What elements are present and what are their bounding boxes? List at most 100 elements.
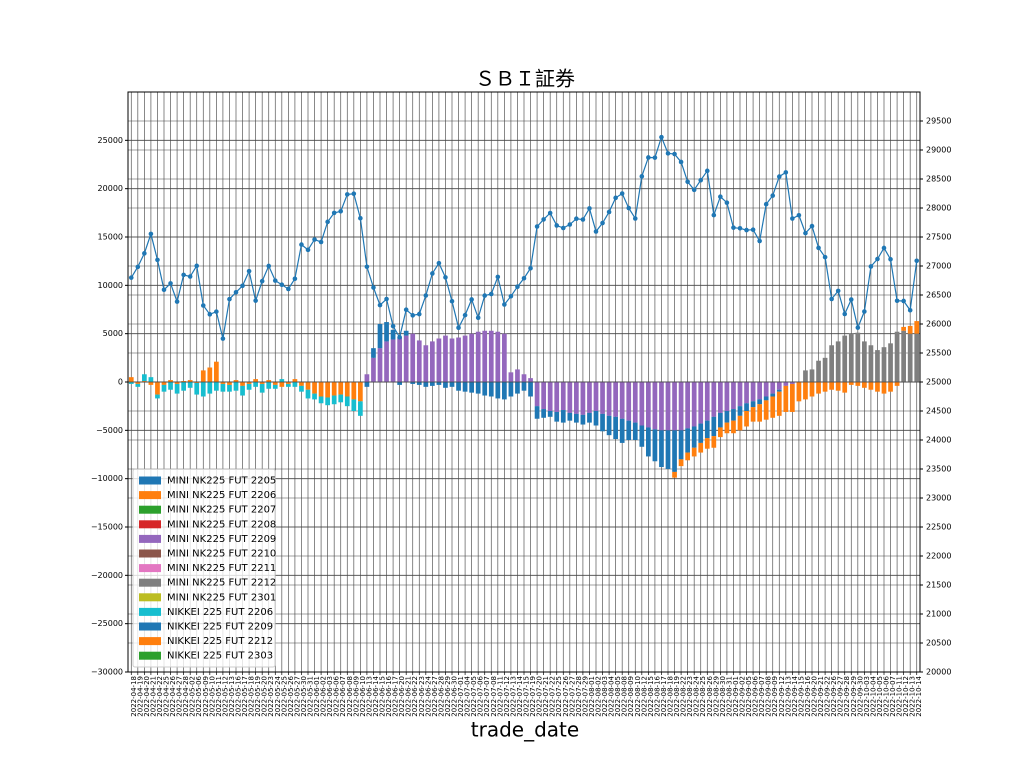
x-tick-label: 2022-06-24 (424, 675, 432, 716)
bar (731, 409, 736, 421)
legend-swatch (139, 491, 161, 500)
x-tick-label: 2022-09-29 (850, 676, 858, 717)
bar (652, 382, 658, 430)
price-marker (685, 179, 690, 185)
bar (816, 382, 821, 394)
bar (907, 325, 913, 334)
x-tick-label: 2022-08-05 (614, 676, 622, 717)
bar (665, 430, 671, 469)
price-marker (371, 285, 376, 290)
bar (750, 401, 756, 408)
x-tick-label: 2022-04-18 (130, 676, 138, 717)
price-marker (128, 275, 134, 280)
price-marker (286, 286, 291, 292)
x-tick-label: 2022-04-22 (156, 676, 164, 717)
bar (128, 382, 134, 384)
price-marker (528, 265, 533, 271)
bar (397, 382, 402, 385)
x-tick-label: 2022-07-20 (536, 676, 544, 717)
bar (344, 396, 350, 407)
bar (574, 413, 579, 423)
bar (587, 382, 592, 413)
x-tick-label: 2022-08-16 (653, 675, 661, 716)
price-marker (194, 263, 200, 269)
price-marker (567, 222, 573, 227)
bar (737, 382, 743, 407)
x-tick-label: 2022-07-04 (464, 675, 472, 716)
bar (770, 396, 776, 418)
bar (796, 382, 802, 402)
bar (704, 382, 710, 421)
x-tick-label: 2022-07-15 (523, 676, 531, 717)
bar (233, 380, 239, 382)
x-tick-label: 2022-05-02 (189, 676, 197, 717)
x-tick-label: 2022-09-08 (765, 676, 773, 717)
bar (580, 414, 586, 425)
bar (816, 360, 821, 382)
price-marker (338, 209, 344, 214)
bar (842, 335, 848, 382)
bar (148, 382, 154, 385)
bar (220, 382, 226, 384)
bar (351, 382, 357, 400)
y2-tick-label: 24000 (926, 436, 951, 445)
bar (718, 382, 723, 413)
bar (220, 383, 226, 392)
x-tick-label: 2022-10-03 (863, 676, 871, 717)
price-marker (148, 231, 154, 237)
legend-label: MINI NK225 FUT 2207 (167, 505, 276, 516)
x-tick-label: 2022-04-21 (149, 676, 157, 717)
price-marker (554, 223, 560, 228)
bar (377, 348, 383, 382)
bar (763, 382, 769, 397)
price-marker (200, 303, 206, 308)
bar (750, 407, 756, 422)
bar (711, 382, 717, 417)
x-tick-label: 2022-06-28 (437, 676, 445, 717)
x-tick-label: 2022-08-17 (660, 676, 668, 717)
bar (646, 427, 651, 457)
bar (763, 396, 769, 401)
bar (502, 333, 507, 382)
bar (214, 361, 219, 382)
bar (462, 382, 468, 392)
x-tick-label: 2022-08-08 (621, 676, 629, 717)
bar (659, 430, 664, 468)
bar (292, 382, 298, 387)
legend-swatch (139, 637, 161, 646)
bar (148, 377, 154, 382)
bar (449, 382, 455, 387)
y2-tick-label: 25000 (926, 378, 951, 387)
bar (515, 382, 520, 394)
price-marker (796, 212, 802, 218)
y-tick-label: 10000 (98, 281, 123, 290)
x-tick-label: 2022-06-13 (365, 676, 373, 717)
x-tick-label: 2022-07-14 (516, 675, 524, 716)
bar (875, 350, 880, 382)
price-marker (600, 220, 605, 226)
x-tick-label: 2022-05-26 (287, 675, 295, 716)
legend-swatch (139, 593, 161, 602)
bar (894, 331, 900, 382)
bar (508, 382, 514, 397)
bar (358, 382, 363, 402)
x-tick-label: 2022-10-11 (896, 676, 904, 717)
x-tick-label: 2022-04-25 (163, 676, 171, 717)
price-marker (135, 264, 141, 270)
price-marker (220, 336, 226, 341)
bar (423, 382, 429, 387)
plot-frame (127, 91, 921, 673)
bar (155, 394, 160, 399)
x-tick-label: 2022-05-17 (241, 676, 249, 717)
bar (200, 370, 206, 382)
x-tick-label: 2022-06-01 (313, 676, 321, 717)
x-tick-label: 2022-09-02 (739, 676, 747, 717)
price-marker (312, 237, 317, 242)
price-marker (410, 313, 416, 318)
price-marker (168, 281, 173, 286)
legend-label: MINI NK225 FUT 2208 (167, 519, 276, 530)
y2-tick-label: 22500 (926, 523, 951, 532)
bar (305, 389, 311, 399)
price-marker (750, 227, 756, 232)
